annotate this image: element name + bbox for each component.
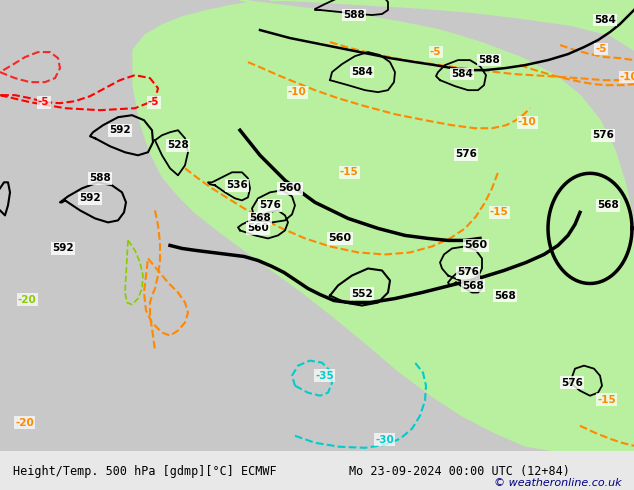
Text: 588: 588 — [343, 10, 365, 20]
Polygon shape — [560, 331, 634, 451]
Text: 592: 592 — [109, 125, 131, 135]
Text: Height/Temp. 500 hPa [gdmp][°C] ECMWF: Height/Temp. 500 hPa [gdmp][°C] ECMWF — [13, 465, 276, 478]
Text: -15: -15 — [597, 395, 616, 405]
Text: 584: 584 — [451, 69, 473, 79]
Text: 560: 560 — [278, 183, 302, 194]
Text: -15: -15 — [490, 207, 508, 218]
Text: -5: -5 — [148, 97, 160, 107]
Polygon shape — [133, 0, 634, 451]
Text: 560: 560 — [247, 223, 269, 233]
Text: -10: -10 — [518, 117, 537, 127]
Text: Mo 23-09-2024 00:00 UTC (12+84): Mo 23-09-2024 00:00 UTC (12+84) — [349, 465, 569, 478]
Text: -20: -20 — [18, 294, 37, 305]
Text: 592: 592 — [52, 244, 74, 253]
Text: -35: -35 — [315, 370, 333, 381]
Text: -20: -20 — [15, 418, 34, 428]
Text: -30: -30 — [375, 435, 394, 445]
Polygon shape — [270, 0, 634, 50]
Text: 588: 588 — [478, 55, 500, 65]
Text: 576: 576 — [457, 268, 479, 277]
Text: 576: 576 — [561, 378, 583, 388]
Text: 560: 560 — [328, 233, 352, 244]
Text: 552: 552 — [351, 289, 373, 298]
Text: 528: 528 — [167, 140, 189, 150]
Text: -10: -10 — [620, 72, 634, 82]
Text: 560: 560 — [465, 241, 488, 250]
Text: © weatheronline.co.uk: © weatheronline.co.uk — [494, 478, 621, 488]
Text: 576: 576 — [592, 130, 614, 140]
Text: -10: -10 — [288, 87, 307, 97]
Text: 568: 568 — [494, 291, 516, 300]
Text: 568: 568 — [462, 280, 484, 291]
Text: 588: 588 — [89, 173, 111, 183]
Text: -15: -15 — [340, 167, 359, 177]
Text: 584: 584 — [594, 15, 616, 25]
Text: 536: 536 — [226, 180, 248, 190]
Text: 592: 592 — [79, 194, 101, 203]
Text: -5: -5 — [595, 44, 607, 54]
Polygon shape — [0, 0, 634, 451]
Text: -5: -5 — [38, 97, 49, 107]
Text: -5: -5 — [430, 47, 441, 57]
Text: 576: 576 — [259, 200, 281, 210]
Text: 584: 584 — [351, 67, 373, 77]
Text: 576: 576 — [455, 149, 477, 159]
Text: 568: 568 — [249, 213, 271, 223]
Text: 568: 568 — [597, 200, 619, 210]
